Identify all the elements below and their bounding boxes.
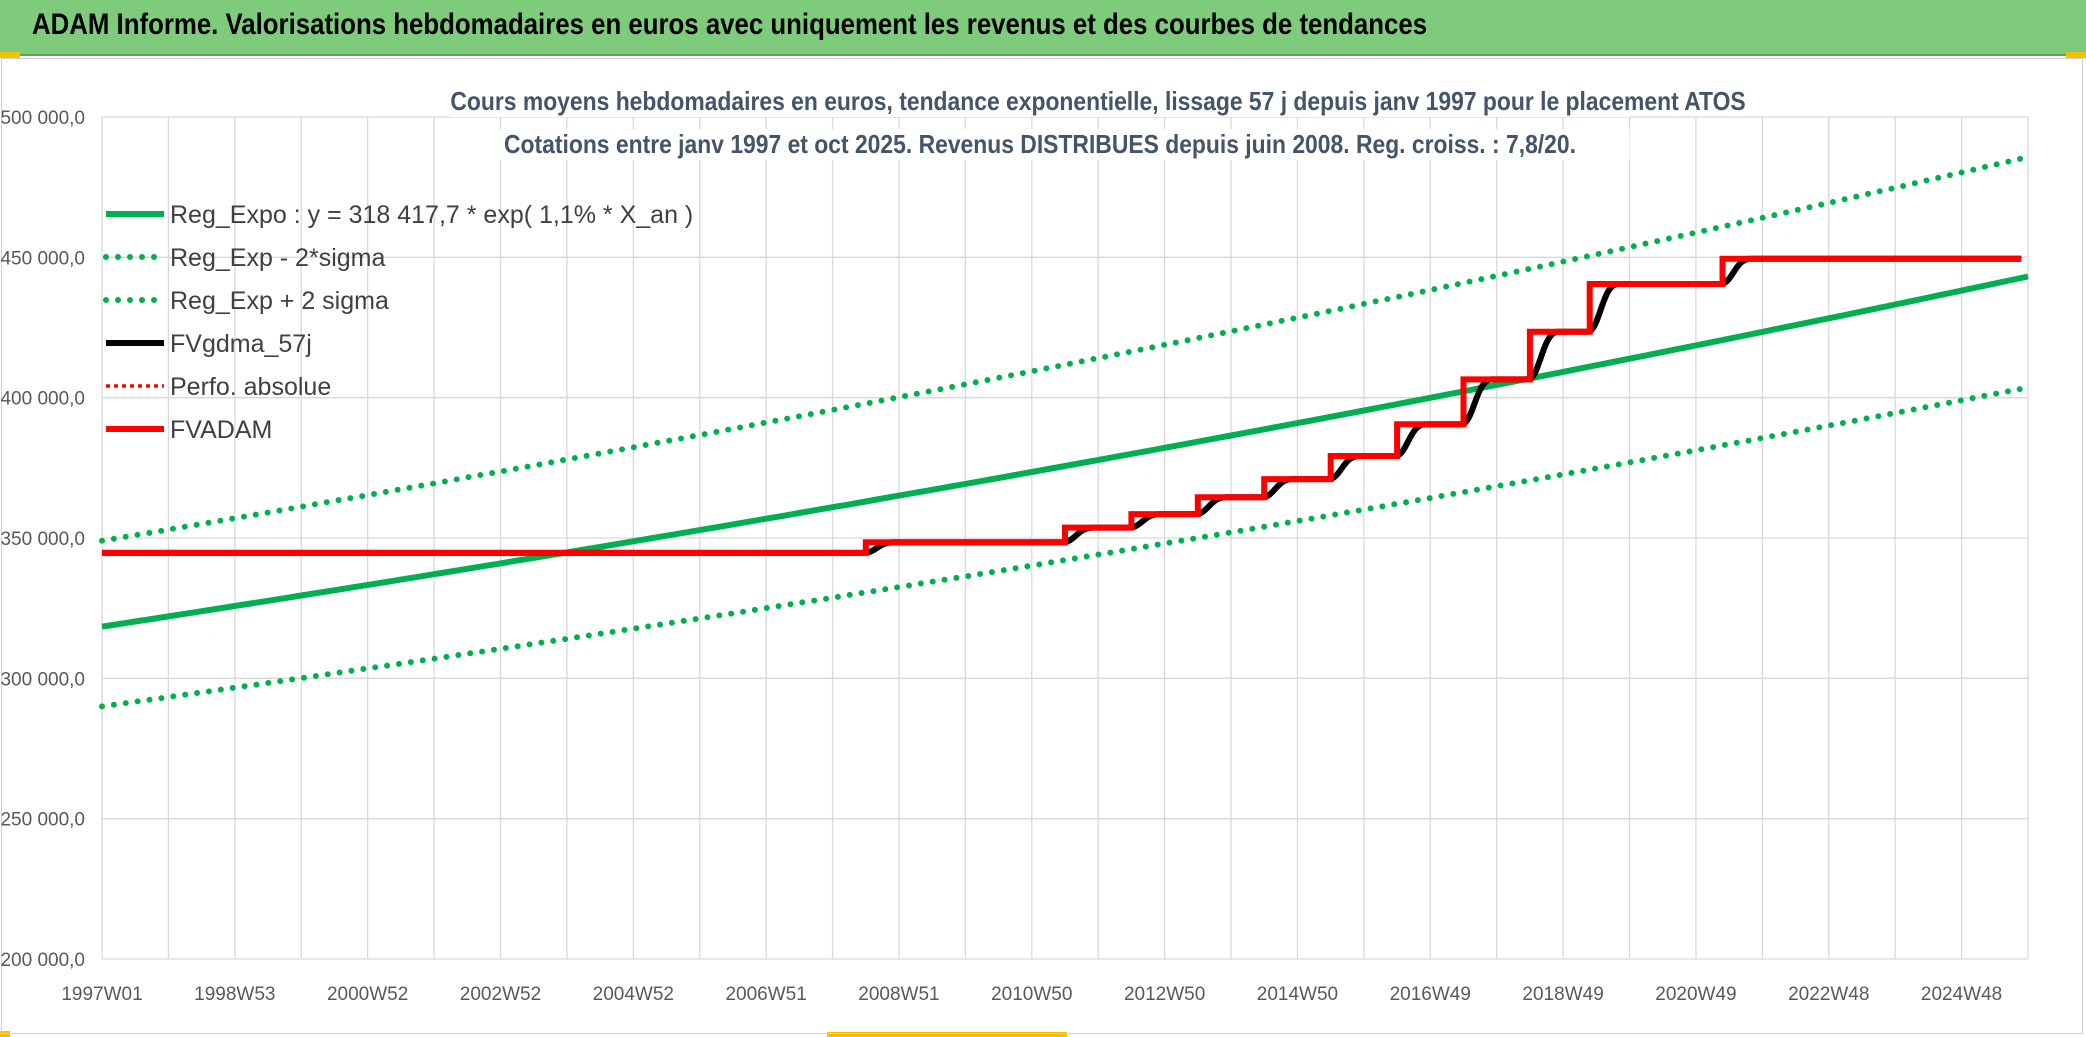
- y-tick-label: 200 000,0: [0, 950, 85, 971]
- report-banner: ADAM Informe. Valorisations hebdomadaire…: [0, 0, 2086, 56]
- x-tick-label: 2010W50: [991, 984, 1072, 1005]
- legend: Reg_Expo : y = 318 417,7 * exp( 1,1% * X…: [103, 201, 693, 444]
- y-tick-label: 350 000,0: [0, 529, 85, 550]
- corner-marker-top-right: [2066, 52, 2086, 58]
- legend-entry: Reg_Exp - 2*sigma: [103, 244, 385, 272]
- x-tick-label: 2006W51: [725, 984, 806, 1005]
- series-reg-expo: [101, 273, 2029, 630]
- corner-marker-top-left: [0, 52, 20, 58]
- chart-title-line-2: Cotations entre janv 1997 et oct 2025. R…: [450, 129, 1630, 160]
- series-group: [99, 154, 2031, 710]
- x-tick-label: 2008W51: [858, 984, 939, 1005]
- legend-entry: FVADAM: [106, 416, 272, 444]
- x-tick-label: 2012W50: [1124, 984, 1205, 1005]
- y-tick-label: 450 000,0: [0, 248, 85, 269]
- x-tick-label: 2022W48: [1788, 984, 1869, 1005]
- y-tick-label: 500 000,0: [0, 108, 85, 129]
- y-tick-label: 400 000,0: [0, 389, 85, 410]
- corner-marker-bottom-left: [0, 1031, 10, 1037]
- legend-entry: FVgdma_57j: [106, 330, 312, 358]
- x-tick-label: 2004W52: [593, 984, 674, 1005]
- legend-entry: Reg_Expo : y = 318 417,7 * exp( 1,1% * X…: [106, 201, 693, 229]
- series-reg-exp-minus-2sigma: [99, 384, 2031, 710]
- x-tick-label: 2000W52: [327, 984, 408, 1005]
- x-tick-label: 1997W01: [61, 984, 142, 1005]
- y-axis-ticks: 500 000,0 450 000,0 400 000,0 350 000,0 300 …: [0, 108, 85, 971]
- legend-label: FVgdma_57j: [170, 330, 312, 358]
- legend-label: Reg_Exp - 2*sigma: [170, 244, 385, 272]
- legend-entry: Perfo. absolue: [106, 373, 331, 401]
- x-tick-label: 2014W50: [1257, 984, 1338, 1005]
- x-tick-label: 2002W52: [460, 984, 541, 1005]
- legend-label: FVADAM: [170, 416, 272, 444]
- series-fvadam: [102, 255, 2022, 556]
- legend-entry: Reg_Exp + 2 sigma: [103, 287, 389, 315]
- x-axis-ticks: 1997W01 1998W53 2000W52 2002W52 2004W52 2006W…: [61, 984, 2002, 1005]
- x-tick-label: 2016W49: [1390, 984, 1471, 1005]
- x-tick-label: 2018W49: [1522, 984, 1603, 1005]
- legend-label: Perfo. absolue: [170, 373, 331, 401]
- y-tick-label: 250 000,0: [0, 810, 85, 831]
- series-fvgdma-57j: [102, 255, 2022, 556]
- x-tick-label: 1998W53: [194, 984, 275, 1005]
- chart-title-line-1: Cours moyens hebdomadaires en euros, ten…: [450, 86, 1746, 117]
- legend-label: Reg_Exp + 2 sigma: [170, 287, 389, 315]
- y-tick-label: 300 000,0: [0, 669, 85, 690]
- corner-marker-bottom-middle: [827, 1032, 1067, 1037]
- x-tick-label: 2020W49: [1655, 984, 1736, 1005]
- series-reg-exp-plus-2sigma: [99, 154, 2031, 544]
- legend-label: Reg_Expo : y = 318 417,7 * exp( 1,1% * X…: [170, 201, 693, 229]
- report-title: ADAM Informe. Valorisations hebdomadaire…: [32, 8, 1428, 41]
- x-tick-label: 2024W48: [1921, 984, 2002, 1005]
